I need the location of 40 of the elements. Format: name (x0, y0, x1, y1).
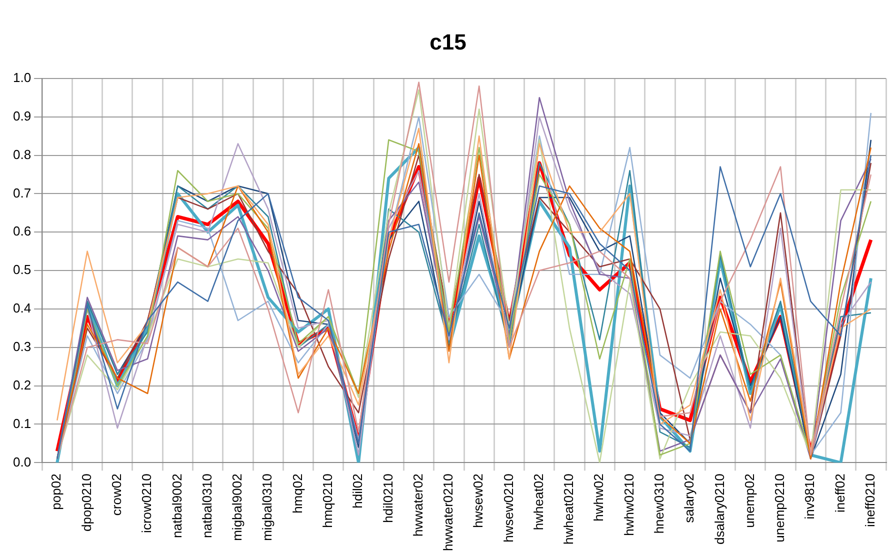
y-tick-label: 0.1 (12, 416, 32, 431)
x-tick-label: pop02 (48, 474, 64, 510)
x-tick-label: hnew0310 (652, 474, 667, 534)
x-tick-label: hwsew0210 (500, 474, 516, 542)
x-tick-label: hwsew02 (470, 474, 486, 528)
x-tick-label: hwwater02 (410, 474, 426, 537)
x-tick-label: hmq0210 (320, 474, 335, 528)
x-tick-label: hdil02 (350, 474, 366, 508)
x-tick-label: natbal0310 (199, 474, 214, 538)
x-tick-label: ineff0210 (862, 474, 878, 527)
x-tick-label: hwheat02 (530, 474, 546, 530)
x-tick-label: ineff02 (832, 474, 848, 512)
x-tick-label: unemp02 (742, 474, 757, 528)
y-tick-label: 0.6 (12, 224, 32, 239)
y-tick-label: 0.4 (12, 300, 32, 316)
x-tick-label: dpop0210 (78, 474, 94, 532)
y-tick-label: 0.7 (12, 185, 32, 200)
x-tick-label: hdil0210 (380, 474, 396, 523)
x-tick-label: salary02 (682, 474, 697, 523)
chart-title: c15 (430, 29, 466, 54)
x-tick-label: hwhw02 (591, 474, 606, 522)
x-tick-label: icrow0210 (139, 474, 154, 533)
y-tick-label: 0.3 (12, 338, 32, 354)
y-tick-label: 0.0 (12, 454, 32, 470)
x-tick-label: hwheat0210 (561, 474, 576, 545)
y-tick-label: 1.0 (12, 70, 32, 85)
x-tick-label: inv9810 (802, 474, 818, 520)
x-tick-label: hwwater0210 (440, 474, 456, 551)
x-tick-label: migbal9002 (230, 474, 245, 541)
x-tick-label: unemp0210 (772, 474, 788, 542)
x-tick-label: hmq02 (290, 474, 305, 514)
y-tick-label: 0.2 (12, 377, 32, 392)
x-tick-label: dsalary0210 (712, 474, 727, 544)
x-tick-label: natbal9002 (169, 474, 184, 538)
x-tick-label: hwhw0210 (621, 474, 636, 536)
x-tick-label: crow02 (109, 474, 124, 516)
x-tick-label: migbal0310 (260, 474, 275, 541)
y-tick-label: 0.9 (12, 108, 32, 124)
y-tick-label: 0.8 (12, 146, 32, 162)
y-tick-label: 0.5 (12, 262, 32, 278)
